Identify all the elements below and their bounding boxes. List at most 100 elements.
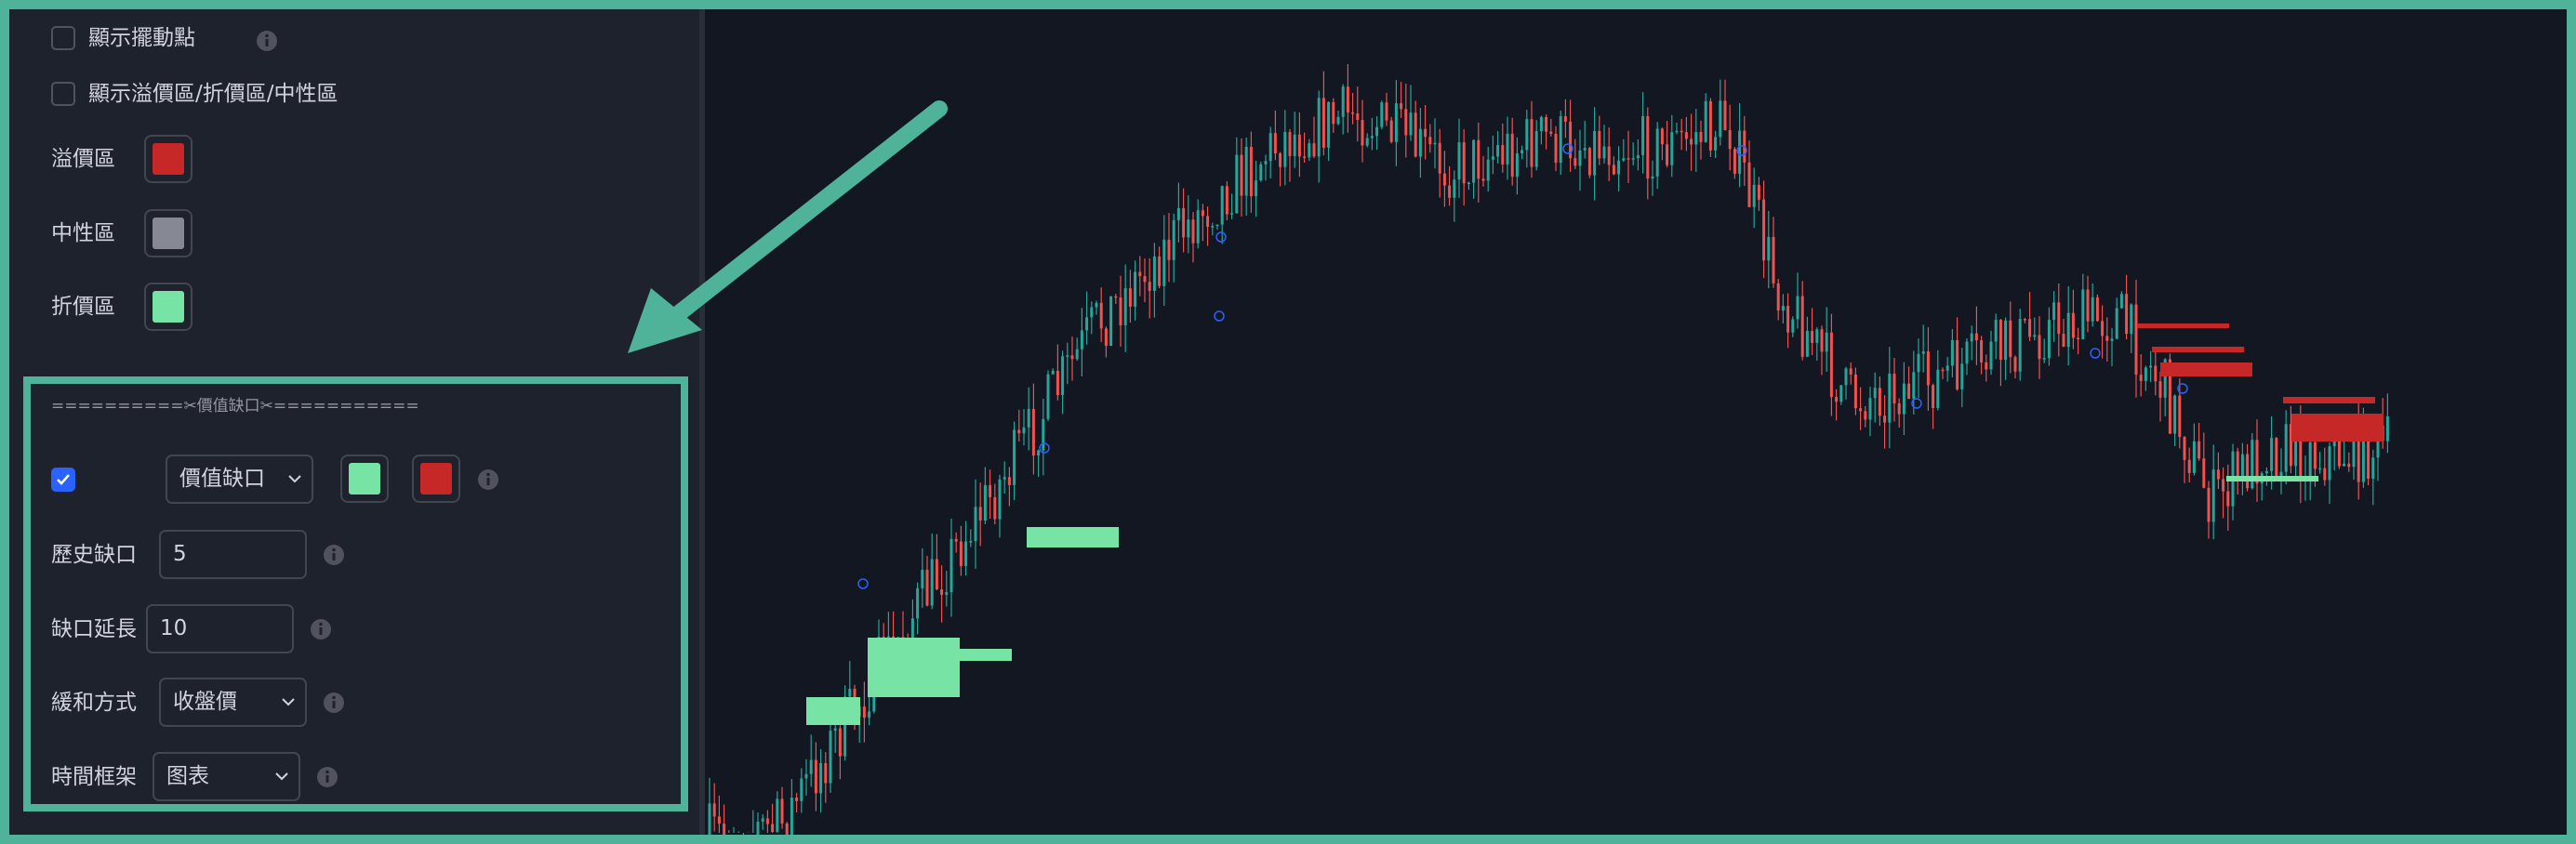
candle-body <box>1167 239 1171 260</box>
candle-body <box>761 818 764 822</box>
candle-body <box>1849 368 1852 375</box>
candle-body <box>2023 319 2026 321</box>
candle-body <box>2192 441 2196 473</box>
candle-body <box>1627 158 1630 160</box>
candle-body <box>1090 307 1094 318</box>
info-icon[interactable] <box>256 30 278 52</box>
select[interactable]: 图表 <box>153 752 300 801</box>
candle-body <box>921 569 924 588</box>
candle-body <box>1230 213 1234 215</box>
candle-body <box>2086 289 2090 322</box>
number-input[interactable]: 10 <box>146 604 294 653</box>
candle-body <box>1448 185 1452 198</box>
candle-body <box>1563 116 1567 122</box>
candle-body <box>1007 477 1011 485</box>
select-value: 图表 <box>166 764 209 788</box>
color-swatch[interactable] <box>144 283 193 331</box>
info-icon[interactable] <box>310 618 332 640</box>
info-icon[interactable] <box>323 692 345 714</box>
candle-body <box>1912 372 1916 400</box>
candle-body <box>1037 450 1041 456</box>
candle-body <box>1554 134 1558 163</box>
candle-body <box>983 484 987 521</box>
candle-body <box>1119 297 1122 325</box>
candle-body <box>1201 210 1204 217</box>
candle-body <box>1660 128 1664 145</box>
color-swatch[interactable] <box>144 209 193 257</box>
settings-panel: 顯示擺動點 顯示溢價區/折價區/中性區 溢價區 中性區 折價區 ========… <box>9 9 699 835</box>
candle-body <box>776 798 779 832</box>
candle-body <box>800 778 803 801</box>
candle-body <box>1061 356 1065 396</box>
candle-body <box>1844 368 1848 386</box>
candle-body <box>1767 236 1771 261</box>
candle-body <box>1853 374 1857 409</box>
candle-body <box>1143 276 1147 283</box>
candle-body <box>2361 419 2365 482</box>
candle-body <box>1486 159 1490 181</box>
candle-body <box>1104 328 1108 347</box>
select[interactable]: 價值缺口 <box>166 455 313 504</box>
swing-point <box>1736 145 1747 156</box>
info-icon[interactable] <box>477 468 499 491</box>
color-swatch[interactable] <box>340 455 389 503</box>
swing-point <box>1039 442 1050 454</box>
candle-body <box>1839 385 1843 402</box>
color-swatch[interactable] <box>144 135 193 183</box>
candle-body <box>1878 388 1881 416</box>
candle-body <box>1075 349 1079 360</box>
info-icon[interactable] <box>316 766 339 788</box>
candle-body <box>2009 320 2012 358</box>
candle-body <box>1409 112 1413 136</box>
candle-body <box>2308 442 2312 480</box>
candle-body <box>819 763 823 794</box>
color-swatch[interactable] <box>412 455 460 503</box>
candle-body <box>1569 121 1573 159</box>
candle-body <box>925 569 929 606</box>
candle-body <box>2251 440 2254 489</box>
candle-body <box>2004 320 2008 361</box>
candle-body <box>1123 288 1127 325</box>
candle-body <box>1297 134 1301 157</box>
checkbox[interactable] <box>51 26 75 50</box>
input-value: 10 <box>160 616 188 640</box>
candle-body <box>1776 283 1780 311</box>
candle-body <box>1598 130 1601 159</box>
candle-body <box>1438 142 1441 174</box>
candle-body <box>2187 459 2191 473</box>
swing-point <box>1215 231 1227 243</box>
candle-body <box>1675 130 1679 133</box>
candle-body <box>2367 419 2370 480</box>
info-icon[interactable] <box>323 544 345 566</box>
candle-body <box>1559 116 1562 163</box>
candle-body <box>2328 446 2331 481</box>
checkbox[interactable] <box>51 82 75 106</box>
label: 溢價區 <box>51 147 115 171</box>
candle-body <box>1825 332 1828 352</box>
candle-body <box>2198 441 2201 459</box>
swing-point <box>2090 348 2101 359</box>
candle-body <box>1859 408 1863 412</box>
select[interactable]: 收盤價 <box>159 678 307 727</box>
candle-body <box>1496 145 1500 157</box>
candle-body <box>1148 282 1151 291</box>
candle-body <box>1134 271 1137 307</box>
candle-body <box>1414 112 1417 157</box>
candle-body <box>1255 180 1258 197</box>
candle-body <box>1109 296 1113 347</box>
swing-point <box>1562 143 1573 154</box>
candle-body <box>1394 103 1398 142</box>
candle-body <box>1472 139 1476 183</box>
candle-body <box>1926 350 1930 386</box>
candle-body <box>1747 162 1751 207</box>
candle-body <box>1636 155 1640 159</box>
number-input[interactable]: 5 <box>159 530 307 579</box>
candle-body <box>1728 130 1732 150</box>
candle-body <box>1738 130 1742 174</box>
candle-body <box>1152 256 1156 291</box>
candle-body <box>1336 116 1340 125</box>
candle-body <box>2057 302 2061 335</box>
candle-body <box>1932 385 1935 408</box>
checkbox[interactable] <box>51 468 75 492</box>
